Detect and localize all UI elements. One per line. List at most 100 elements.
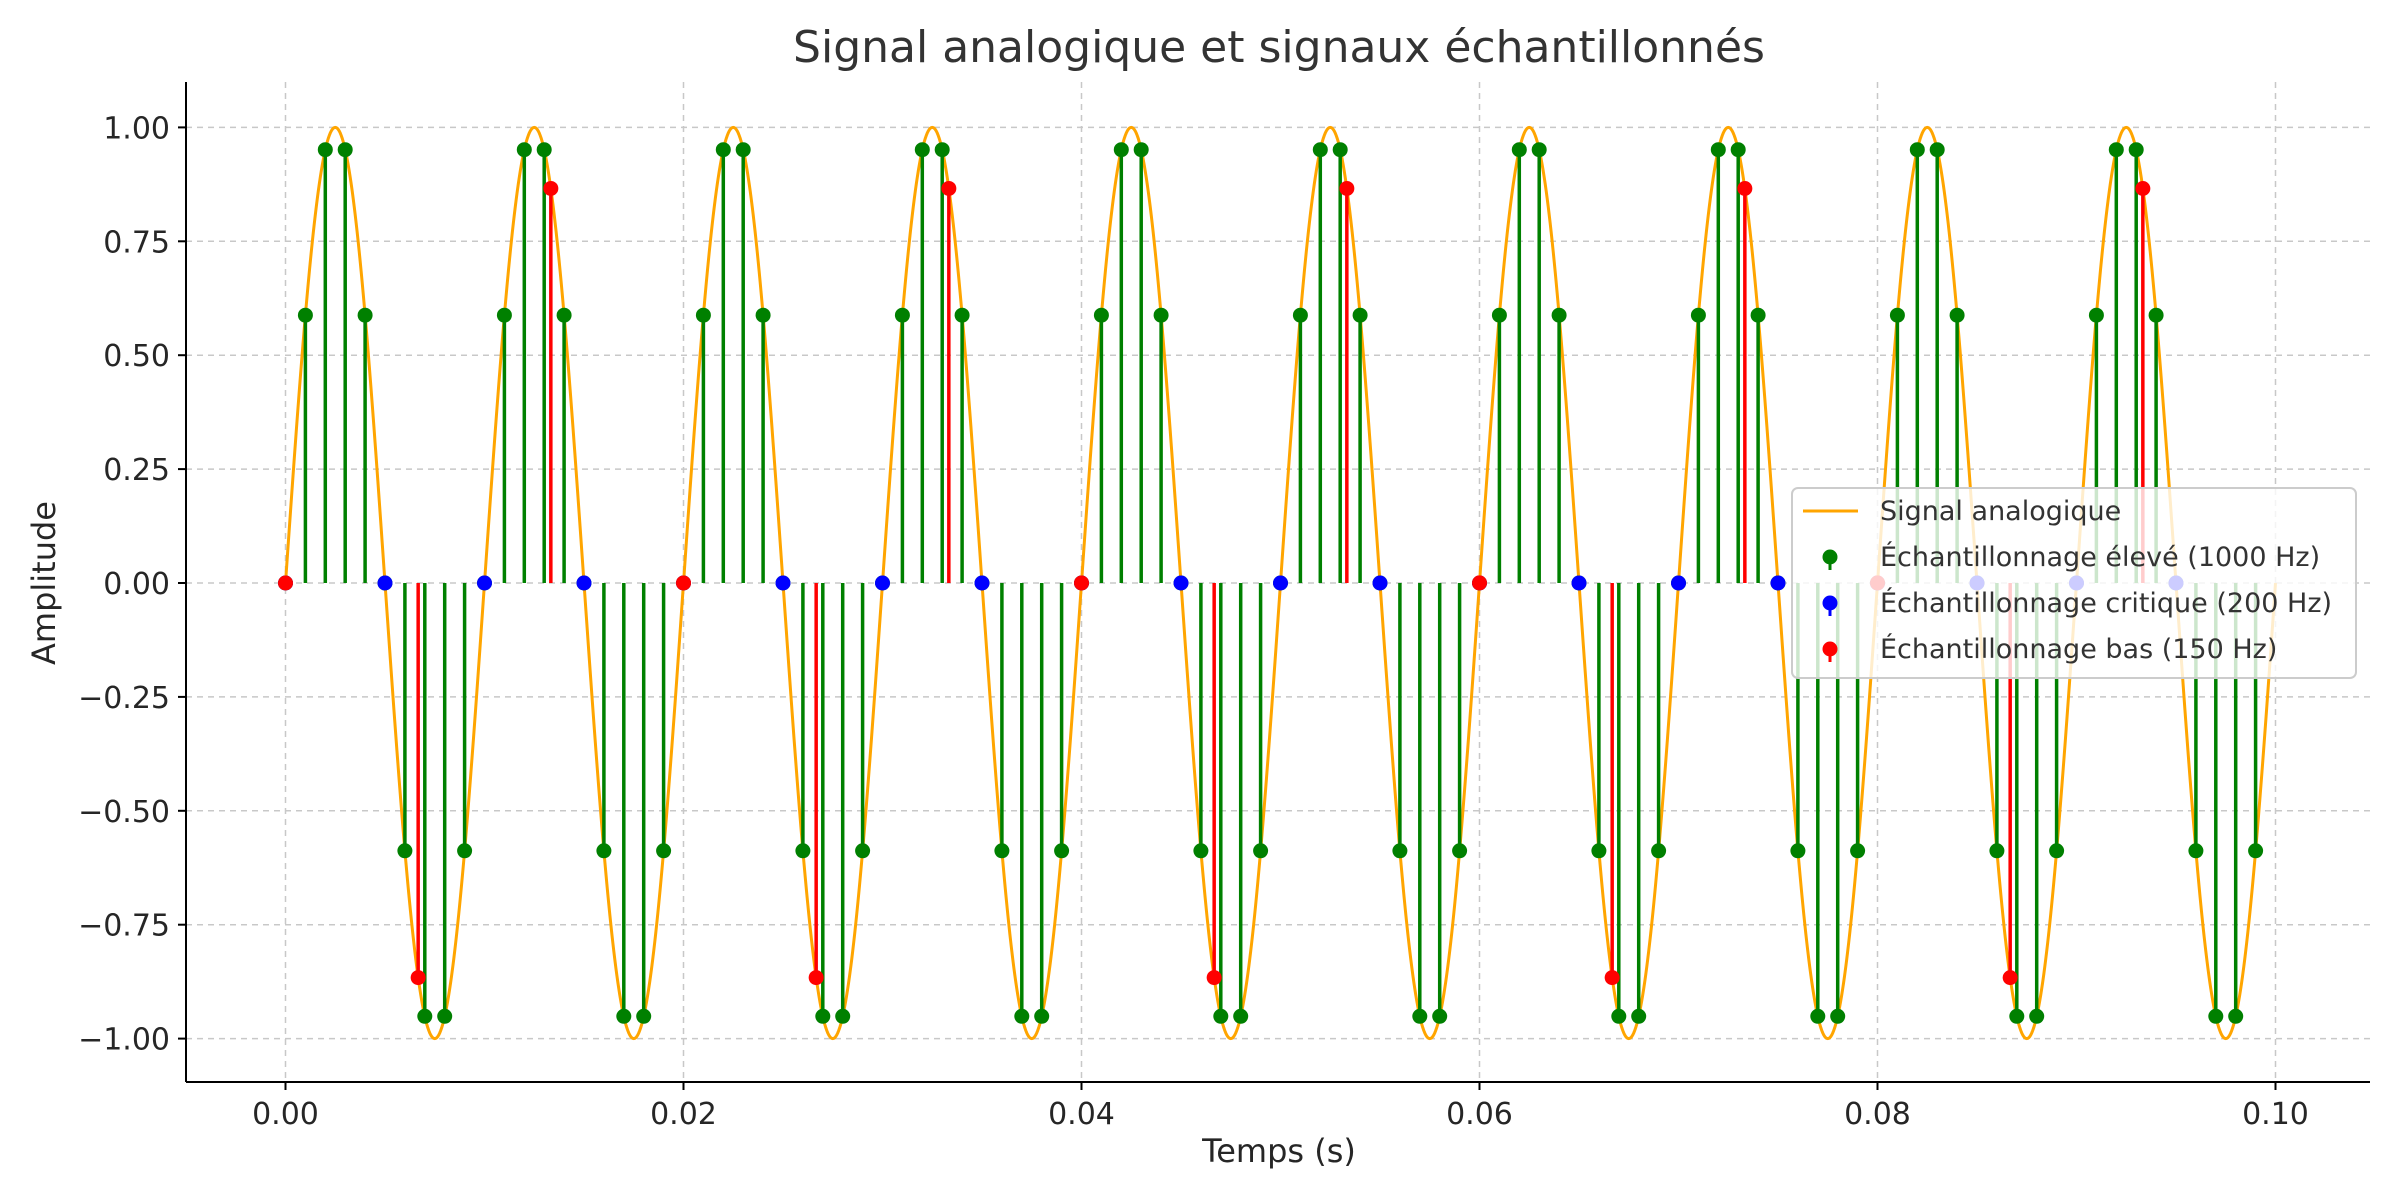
x-tick-label: 0.00: [252, 1097, 319, 1132]
stem-marker: [1392, 843, 1408, 859]
stem-marker: [1710, 142, 1726, 158]
stem-marker: [1472, 575, 1488, 591]
stem-marker: [1591, 843, 1607, 859]
stem-marker: [317, 142, 333, 158]
stem-marker: [1312, 142, 1328, 158]
stem-marker: [1604, 970, 1620, 986]
stem-marker: [855, 843, 871, 859]
y-tick-label: −0.75: [78, 909, 170, 944]
stem-marker: [2128, 142, 2144, 158]
legend-item: Signal analogique: [1803, 496, 2121, 527]
stem-marker: [2002, 970, 2018, 986]
chart-title: Signal analogique et signaux échantillon…: [793, 22, 1765, 73]
x-tick-label: 0.10: [2242, 1097, 2309, 1132]
stem-marker: [1830, 1008, 1846, 1024]
stem-marker: [1372, 575, 1388, 591]
stem-marker: [808, 970, 824, 986]
stem-marker: [1571, 575, 1587, 591]
x-ticks: 0.00 0.02 0.04 0.06 0.08 0.10: [252, 1082, 2309, 1132]
stem-marker: [2188, 843, 2204, 859]
stem-marker: [2029, 1008, 2045, 1024]
stem-marker: [1253, 843, 1269, 859]
stem-marker: [2228, 1008, 2244, 1024]
stem-marker: [755, 307, 771, 323]
stem-series-150hz: [278, 180, 2151, 986]
stem-marker: [377, 575, 393, 591]
stem-marker: [576, 575, 592, 591]
y-tick-label: 1.00: [103, 111, 170, 146]
stem-marker: [417, 1008, 433, 1024]
stem-marker: [457, 843, 473, 859]
stem-marker: [297, 307, 313, 323]
stem-marker: [1889, 307, 1905, 323]
stem-marker: [636, 1008, 652, 1024]
stem-marker: [994, 843, 1010, 859]
legend-item: Échantillonnage critique (200 Hz): [1822, 587, 2332, 619]
stem-marker: [1651, 843, 1667, 859]
stem-marker: [536, 142, 552, 158]
stem-marker: [1929, 142, 1945, 158]
y-tick-label: 0.75: [103, 225, 170, 260]
stem-marker: [1133, 142, 1149, 158]
stem-marker: [1233, 1008, 1249, 1024]
stem-marker: [1671, 575, 1686, 591]
stem-marker: [1750, 307, 1766, 323]
stem-marker: [1014, 1008, 1030, 1024]
stem-marker: [1153, 307, 1169, 323]
y-axis-label: Amplitude: [25, 501, 63, 665]
stem-marker: [1339, 180, 1355, 196]
stem-marker: [775, 575, 791, 591]
stem-marker: [1730, 142, 1746, 158]
stem-marker: [357, 307, 373, 323]
stem-marker: [1054, 843, 1070, 859]
stem-marker: [656, 843, 672, 859]
stem-marker: [616, 1008, 632, 1024]
stem-marker: [875, 575, 890, 591]
stem-marker: [543, 180, 559, 196]
legend-label: Échantillonnage bas (150 Hz): [1880, 633, 2277, 665]
x-tick-label: 0.06: [1446, 1097, 1513, 1132]
stem-marker: [1332, 142, 1348, 158]
stem-marker: [397, 843, 413, 859]
stem-marker: [1850, 843, 1866, 859]
stem-marker: [437, 1008, 453, 1024]
stem-marker: [914, 142, 930, 158]
stem-marker: [1909, 142, 1925, 158]
stem-marker: [941, 180, 957, 196]
stem-marker: [1113, 142, 1129, 158]
stem-marker: [715, 142, 731, 158]
x-tick-label: 0.08: [1844, 1097, 1911, 1132]
legend-label: Signal analogique: [1880, 496, 2121, 527]
stem-marker: [2108, 142, 2124, 158]
stem-marker: [1690, 307, 1706, 323]
legend-item: Échantillonnage élevé (1000 Hz): [1822, 541, 2320, 573]
stem-marker: [676, 575, 692, 591]
stem-marker: [974, 575, 990, 591]
stem-marker: [1352, 307, 1368, 323]
stem-marker: [1491, 307, 1507, 323]
stem-marker: [1790, 843, 1806, 859]
stem-marker: [695, 307, 711, 323]
legend-label: Échantillonnage critique (200 Hz): [1880, 587, 2332, 619]
stem-marker: [278, 575, 293, 591]
stem-marker: [1074, 575, 1090, 591]
y-tick-label: −1.00: [78, 1023, 170, 1058]
stem-marker: [337, 142, 353, 158]
stem-marker: [934, 142, 950, 158]
stem-marker: [2148, 307, 2164, 323]
stem-marker: [1611, 1008, 1627, 1024]
x-tick-label: 0.02: [650, 1097, 717, 1132]
stem-marker: [894, 307, 910, 323]
stem-marker: [835, 1008, 851, 1024]
stem-marker: [1292, 307, 1308, 323]
stem-marker: [1432, 1008, 1448, 1024]
stem-marker: [1206, 970, 1222, 986]
stem-marker: [954, 307, 970, 323]
stem-marker: [1631, 1008, 1647, 1024]
stem-marker: [735, 142, 751, 158]
stem-marker: [2088, 307, 2104, 323]
stem-marker: [1452, 843, 1468, 859]
stem-marker: [1034, 1008, 1050, 1024]
x-axis-label: Temps (s): [1201, 1132, 1356, 1170]
